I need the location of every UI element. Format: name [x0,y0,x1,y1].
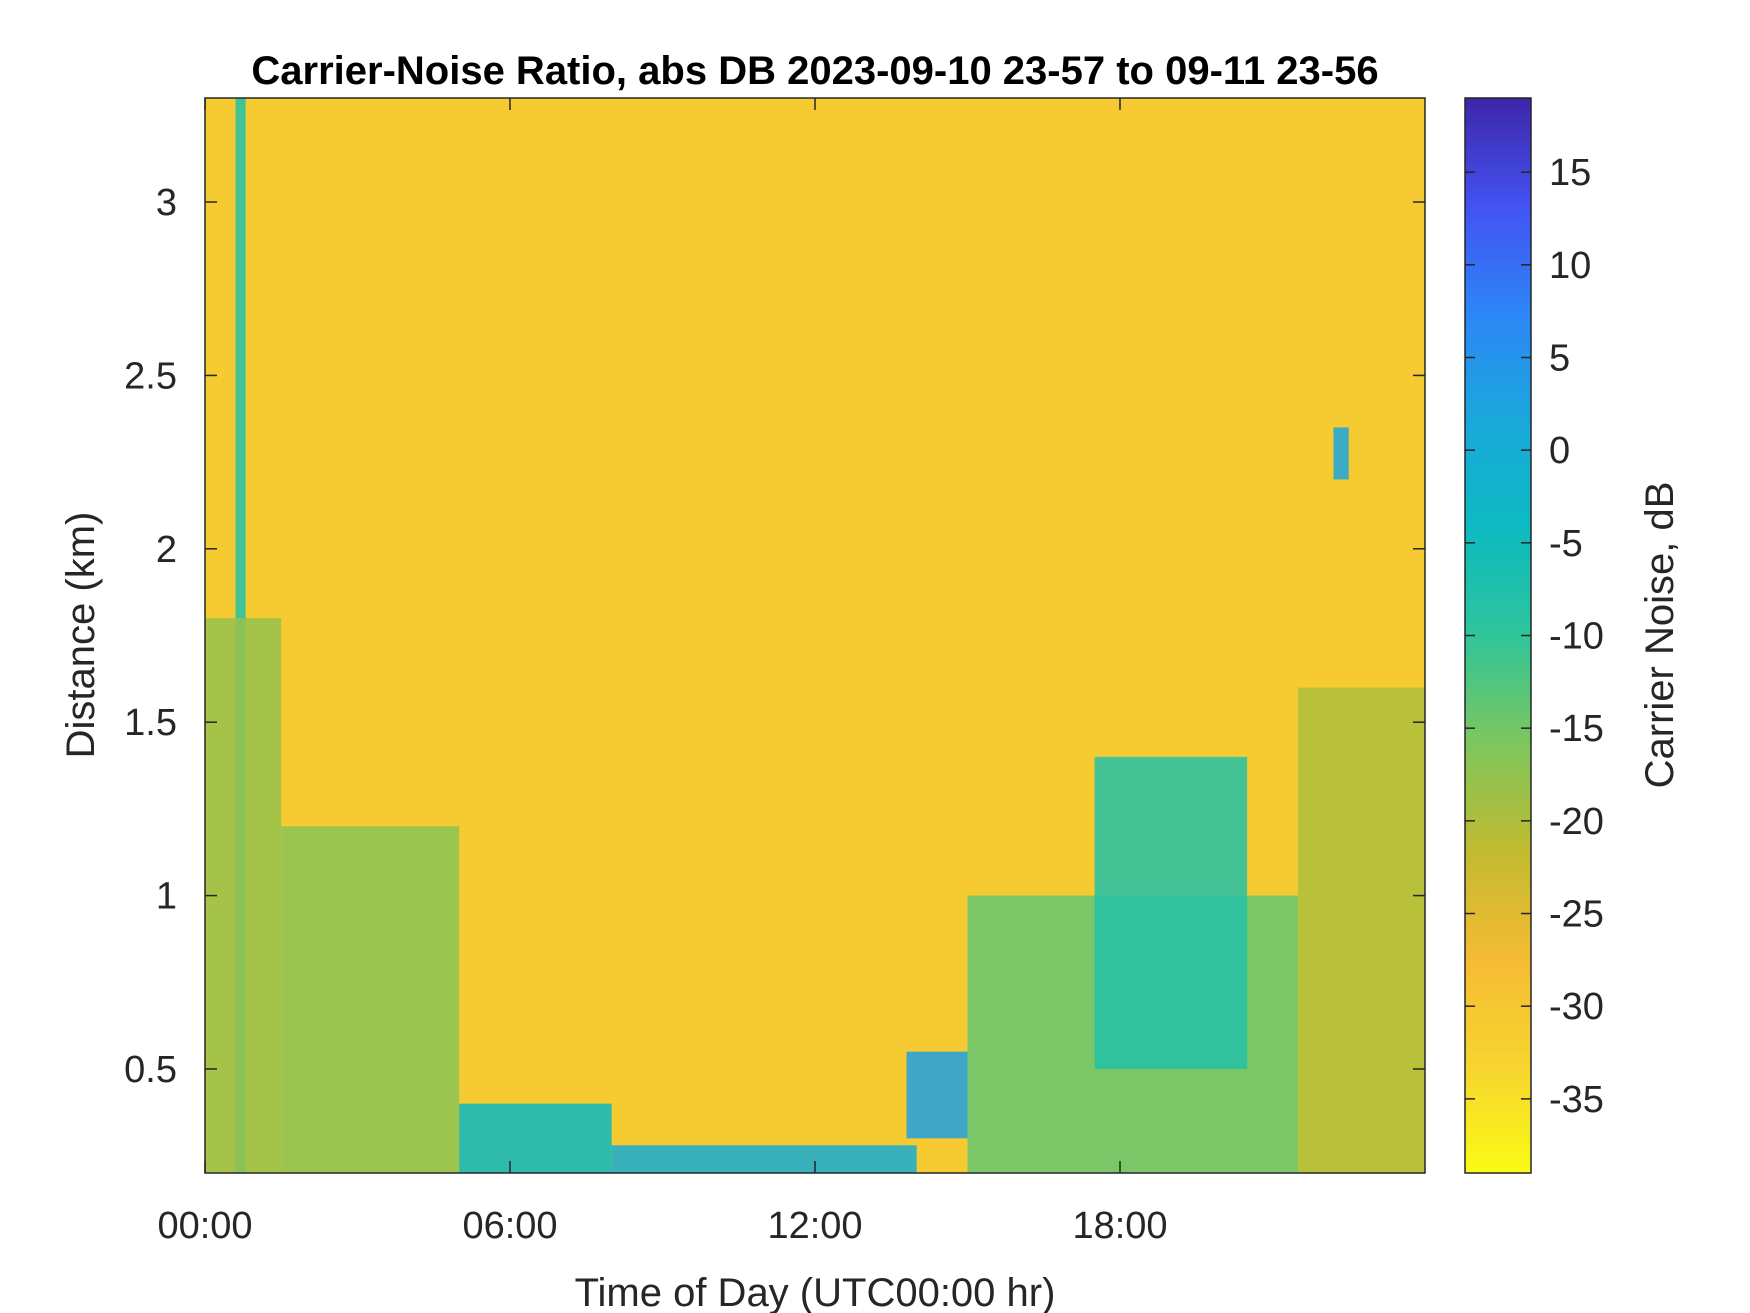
colorbar-tick-label: -35 [1549,1079,1604,1121]
x-tick-label: 06:00 [462,1205,557,1247]
heatmap-region [281,826,460,1173]
colorbar-tick-label: -5 [1549,523,1583,565]
colorbar-tick-label: -25 [1549,894,1604,936]
heatmap-region [1333,427,1349,480]
x-tick-label: 18:00 [1072,1205,1167,1247]
heatmap-region [906,1051,968,1139]
heatmap-region [459,1103,612,1173]
x-axis-label: Time of Day (UTC00:00 hr) [575,1271,1056,1313]
y-tick-label: 2 [156,529,177,571]
y-axis-label: Distance (km) [59,512,103,759]
y-tick-label: 1.5 [124,702,177,744]
x-axis-ticks: 00:00 06:00 12:00 18:00 [157,98,1168,1247]
colorbar-label: Carrier Noise, dB [1638,482,1682,789]
heatmap-region [205,618,282,1173]
y-tick-label: 2.5 [124,355,177,397]
chart-title: Carrier-Noise Ratio, abs DB 2023-09-10 2… [251,49,1378,93]
y-tick-label: 3 [156,182,177,224]
heatmap-region [1094,756,1248,1069]
colorbar-tick-label: -20 [1549,801,1604,843]
x-tick-label: 00:00 [157,1205,252,1247]
heatmap-plot-area [205,98,1425,1173]
heatmap-region [611,1145,917,1173]
colorbar-tick-label: 10 [1549,245,1591,287]
y-tick-label: 0.5 [124,1049,177,1091]
colorbar-tick-label: 5 [1549,337,1570,379]
colorbar-tick-label: -10 [1549,616,1604,658]
colorbar-tick-label: -30 [1549,986,1604,1028]
y-tick-label: 1 [156,876,177,918]
colorbar-tick-label: 0 [1549,430,1570,472]
y-axis-ticks: 0.5 1 1.5 2 2.5 3 [124,182,1425,1091]
x-tick-label: 12:00 [767,1205,862,1247]
heatmap-region [1297,687,1425,1173]
colorbar-tick-label: 15 [1549,152,1591,194]
colorbar-tick-label: -15 [1549,708,1604,750]
colorbar-ticks: 15 10 5 0 -5 -10 -15 -20 -25 -30 -35 [1465,152,1604,1121]
